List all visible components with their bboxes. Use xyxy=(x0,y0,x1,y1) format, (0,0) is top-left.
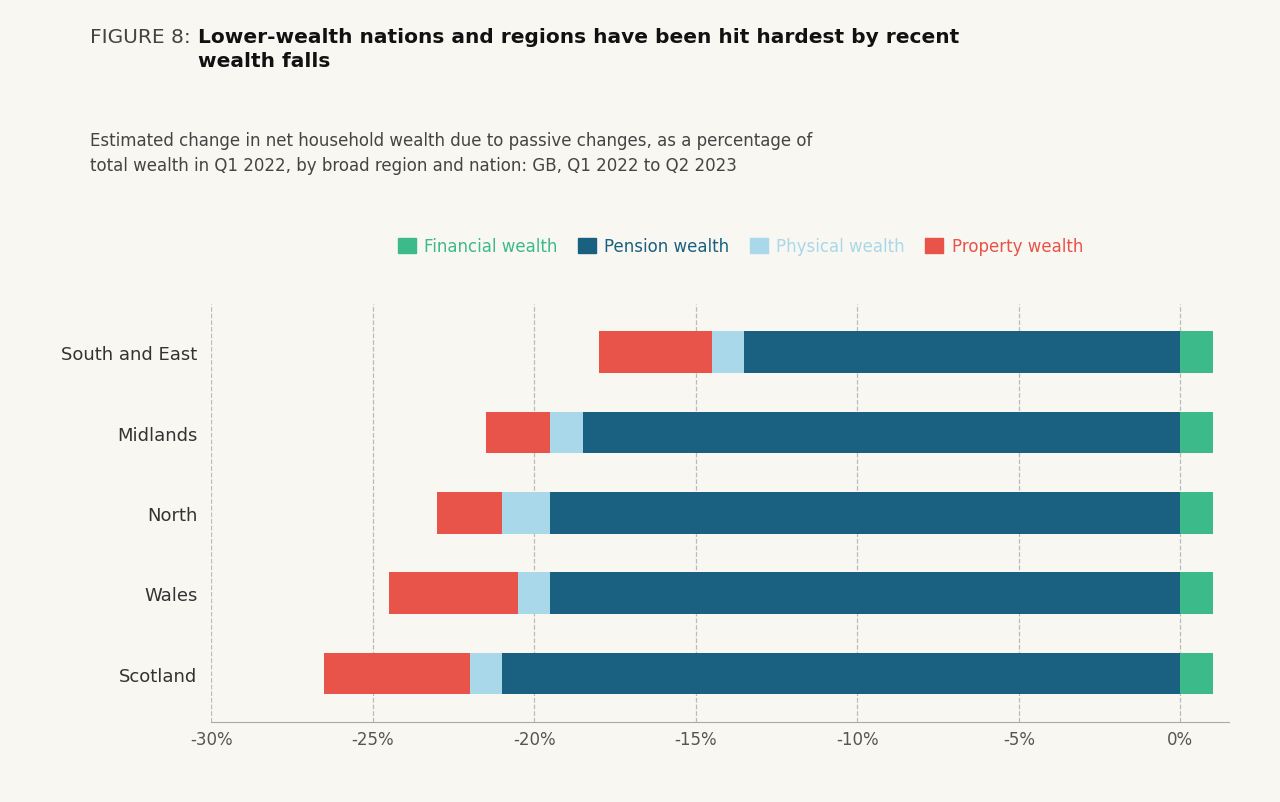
Bar xyxy=(389,573,518,614)
Legend: Financial wealth, Pension wealth, Physical wealth, Property wealth: Financial wealth, Pension wealth, Physic… xyxy=(398,238,1083,256)
Bar xyxy=(712,332,744,374)
Bar xyxy=(582,412,1180,454)
Bar xyxy=(599,332,712,374)
Bar xyxy=(502,492,550,534)
Bar xyxy=(1180,412,1212,454)
Bar xyxy=(486,412,550,454)
Text: FIGURE 8:: FIGURE 8: xyxy=(90,28,197,47)
Bar xyxy=(1180,332,1212,374)
Bar xyxy=(550,492,1180,534)
Bar xyxy=(550,412,582,454)
Bar xyxy=(1180,653,1212,695)
Bar xyxy=(324,653,470,695)
Bar xyxy=(744,332,1180,374)
Text: Lower-wealth nations and regions have been hit hardest by recent
wealth falls: Lower-wealth nations and regions have be… xyxy=(198,28,960,71)
Bar xyxy=(438,492,502,534)
Bar xyxy=(502,653,1180,695)
Bar xyxy=(550,573,1180,614)
Text: Estimated change in net household wealth due to passive changes, as a percentage: Estimated change in net household wealth… xyxy=(90,132,812,176)
Bar xyxy=(518,573,550,614)
Bar xyxy=(1180,492,1212,534)
Bar xyxy=(1180,573,1212,614)
Bar xyxy=(470,653,502,695)
